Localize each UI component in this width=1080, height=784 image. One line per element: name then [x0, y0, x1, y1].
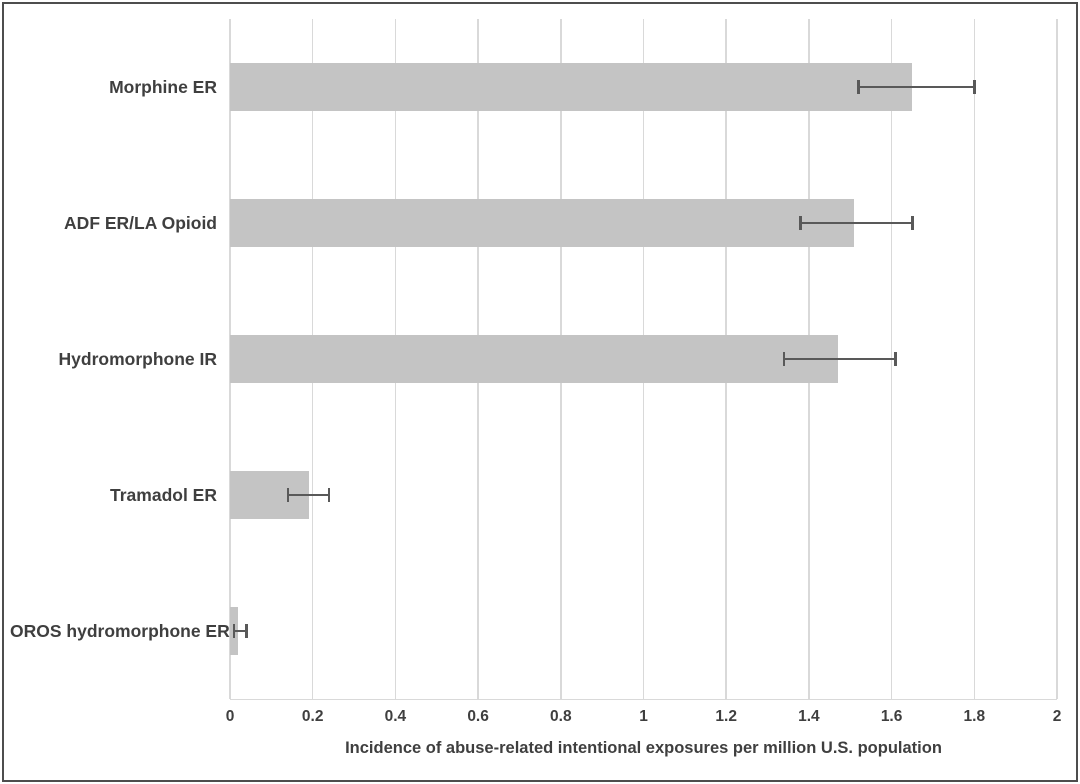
x-tick-label-1.8: 1.8 — [963, 708, 986, 725]
error-cap-low-oros-hydromorphone-er — [232, 624, 236, 638]
plot-area — [229, 19, 1058, 700]
error-bar-tramadol-er — [287, 494, 330, 496]
error-cap-low-morphine-er — [857, 80, 860, 94]
error-cap-high-oros-hydromorphone-er — [245, 624, 248, 638]
x-tick-label-1.2: 1.2 — [715, 708, 737, 725]
x-tick-label-1.6: 1.6 — [880, 708, 903, 725]
category-label-hydromorphone-ir: Hydromorphone IR — [58, 349, 217, 369]
error-bar-hydromorphone-ir — [784, 358, 896, 360]
x-tick-label-0.4: 0.4 — [384, 708, 407, 725]
x-tick-label-0.8: 0.8 — [550, 708, 572, 725]
error-cap-high-adf-er-la-opioid — [911, 216, 914, 230]
x-axis-title: Incidence of abuse-related intentional e… — [345, 739, 942, 757]
x-tick-label-0: 0 — [225, 708, 235, 725]
category-label-adf-er-la-opioid: ADF ER/LA Opioid — [64, 213, 217, 233]
bar-hydromorphone-ir — [230, 335, 838, 383]
error-cap-low-hydromorphone-ir — [782, 352, 786, 366]
x-axis-line — [230, 698, 1057, 700]
error-cap-high-tramadol-er — [327, 488, 331, 502]
error-cap-high-morphine-er — [973, 80, 976, 94]
error-cap-high-hydromorphone-ir — [894, 352, 897, 366]
bar-adf-er-la-opioid — [230, 199, 855, 247]
category-label-tramadol-er: Tramadol ER — [110, 485, 217, 505]
bar-morphine-er — [230, 63, 913, 111]
category-label-morphine-er: Morphine ER — [109, 77, 217, 97]
x-tick-label-0.2: 0.2 — [301, 708, 324, 725]
x-tick-label-2: 2 — [1052, 708, 1062, 725]
error-cap-low-tramadol-er — [286, 488, 290, 502]
x-tick-label-0.6: 0.6 — [467, 708, 489, 725]
category-label-oros-hydromorphone-er: OROS hydromorphone ER — [10, 621, 230, 641]
x-tick-label-1.4: 1.4 — [798, 708, 820, 725]
error-cap-low-adf-er-la-opioid — [799, 216, 802, 230]
error-bar-adf-er-la-opioid — [800, 222, 913, 224]
gridline-x-2 — [1056, 19, 1058, 699]
error-bar-morphine-er — [858, 86, 975, 88]
gridline-x-1.8 — [973, 19, 976, 699]
x-tick-label-1: 1 — [639, 708, 648, 725]
error-bar-oros-hydromorphone-er — [234, 630, 247, 632]
